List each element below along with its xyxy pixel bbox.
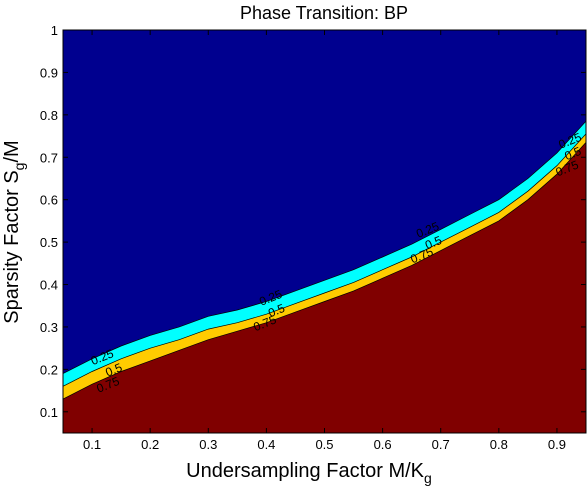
y-tick-label: 1 [51, 23, 58, 38]
contour-regions [63, 121, 586, 433]
x-tick-label: 0.2 [141, 437, 159, 452]
y-tick-label: 0.4 [40, 278, 58, 293]
x-axis-label-subscript: g [424, 470, 432, 486]
chart-title: Phase Transition: BP [240, 3, 408, 23]
plot-area: 0.250.50.750.250.50.750.250.50.750.250.5… [62, 29, 587, 434]
y-axis-label: Sparsity Factor Sg/M [1, 140, 27, 323]
x-tick-label: 0.4 [257, 437, 275, 452]
y-tick-label: 0.2 [40, 362, 58, 377]
x-tick-label: 0.5 [315, 437, 333, 452]
y-axis-label-suffix: /M [1, 140, 23, 162]
x-axis-label-main: Undersampling Factor M/K [186, 460, 425, 482]
contour-line-0-75 [62, 142, 587, 400]
y-tick-label: 0.3 [40, 320, 58, 335]
contour-region-0-75 [63, 142, 586, 433]
x-tick-label: 0.6 [374, 437, 392, 452]
contour-label: 0.5 [103, 360, 124, 379]
contour-line-0-5 [62, 133, 587, 387]
y-tick-label: 0.5 [40, 235, 58, 250]
x-tick-label: 0.7 [432, 437, 450, 452]
y-tick-label: 0.8 [40, 108, 58, 123]
contour-line-0-25 [62, 120, 587, 374]
y-tick-label: 0.9 [40, 65, 58, 80]
contour-label: 0.5 [266, 301, 287, 320]
y-axis-label-subscript: g [11, 163, 27, 171]
contour-label: 0.5 [563, 144, 584, 163]
x-axis-ticks: 0.1 0.2 0.3 0.4 0.5 0.6 0.7 0.8 0.9 [83, 30, 566, 452]
x-tick-label: 0.1 [83, 437, 101, 452]
x-tick-label: 0.9 [548, 437, 566, 452]
contour-lines [62, 120, 587, 400]
y-tick-label: 0.6 [40, 193, 58, 208]
y-axis-ticks: 0.1 0.2 0.3 0.4 0.5 0.6 0.7 0.8 0.9 1 [40, 23, 586, 420]
contour-label: 0.5 [423, 233, 444, 252]
y-tick-label: 0.1 [40, 405, 58, 420]
y-tick-label: 0.7 [40, 150, 58, 165]
x-axis-label: Undersampling Factor M/Kg [186, 460, 432, 486]
x-tick-label: 0.3 [199, 437, 217, 452]
x-tick-label: 0.8 [490, 437, 508, 452]
y-axis-label-prefix: Sparsity Factor S [1, 170, 23, 323]
